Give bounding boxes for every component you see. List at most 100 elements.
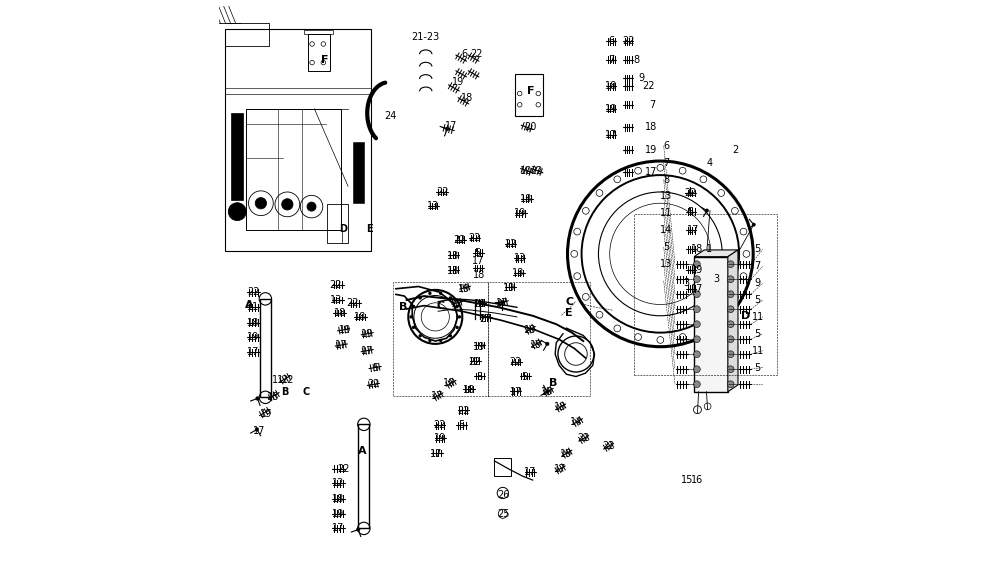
- Text: 5: 5: [687, 206, 693, 217]
- Circle shape: [412, 305, 415, 308]
- Bar: [231, 113, 243, 200]
- Text: 22: 22: [247, 287, 260, 297]
- Circle shape: [282, 199, 293, 210]
- Circle shape: [545, 342, 549, 346]
- Text: 22: 22: [281, 376, 294, 385]
- Text: 17: 17: [472, 255, 484, 266]
- Text: 18: 18: [447, 266, 459, 276]
- Text: 18: 18: [334, 308, 346, 318]
- Text: E: E: [565, 308, 572, 318]
- Text: 18: 18: [524, 325, 536, 335]
- Circle shape: [256, 396, 259, 400]
- Text: 19: 19: [503, 283, 515, 293]
- Text: 22: 22: [436, 187, 448, 197]
- Text: 17: 17: [510, 387, 522, 396]
- Text: 5: 5: [755, 244, 761, 254]
- Text: 11: 11: [660, 208, 672, 218]
- Text: 11: 11: [752, 346, 764, 356]
- Circle shape: [419, 334, 422, 337]
- Bar: [327, 204, 348, 243]
- Polygon shape: [694, 250, 738, 257]
- Bar: [515, 74, 543, 116]
- Text: 22: 22: [622, 36, 635, 46]
- Circle shape: [694, 291, 700, 298]
- Text: 18: 18: [354, 312, 367, 322]
- Text: 19: 19: [332, 509, 345, 519]
- Text: 19: 19: [339, 325, 351, 335]
- Text: 7: 7: [608, 55, 615, 65]
- Text: 17: 17: [431, 391, 443, 401]
- Text: 17: 17: [605, 130, 618, 140]
- Text: 19: 19: [443, 378, 455, 388]
- Circle shape: [689, 192, 692, 195]
- Circle shape: [752, 223, 755, 226]
- Circle shape: [727, 366, 734, 373]
- Text: 16: 16: [691, 475, 704, 485]
- Text: 11: 11: [272, 376, 284, 385]
- Text: 18: 18: [520, 193, 533, 204]
- Text: 13: 13: [660, 192, 672, 201]
- Text: 3: 3: [713, 274, 719, 284]
- Text: B: B: [399, 302, 407, 312]
- Circle shape: [255, 428, 259, 431]
- Circle shape: [727, 306, 734, 312]
- Circle shape: [727, 351, 734, 358]
- Text: 18: 18: [463, 385, 475, 395]
- Text: F: F: [321, 55, 328, 65]
- Text: 22: 22: [577, 433, 590, 443]
- Text: 22: 22: [504, 239, 516, 249]
- Text: 5: 5: [522, 372, 528, 381]
- Text: 19: 19: [605, 104, 618, 114]
- Text: A: A: [245, 299, 254, 310]
- Circle shape: [255, 197, 267, 209]
- Text: 17: 17: [687, 225, 699, 235]
- Circle shape: [694, 321, 700, 328]
- Text: 22: 22: [684, 188, 696, 198]
- Text: 22: 22: [337, 464, 350, 474]
- Text: 18: 18: [605, 81, 618, 91]
- Bar: [308, 34, 330, 71]
- Bar: [358, 424, 369, 528]
- Text: 18: 18: [554, 402, 566, 412]
- Text: 17: 17: [335, 340, 348, 350]
- Text: 11: 11: [752, 312, 764, 322]
- Text: 22: 22: [434, 421, 446, 430]
- Text: 22: 22: [602, 441, 614, 451]
- Text: 19: 19: [247, 332, 260, 342]
- Text: 6: 6: [663, 141, 669, 151]
- Circle shape: [458, 315, 461, 319]
- Circle shape: [412, 325, 415, 329]
- Circle shape: [694, 351, 700, 358]
- Text: 17: 17: [645, 168, 657, 177]
- Text: 5: 5: [476, 372, 482, 381]
- Text: B: B: [549, 378, 558, 388]
- Text: 22: 22: [642, 81, 655, 91]
- Text: E: E: [366, 223, 373, 233]
- Text: A: A: [358, 446, 366, 456]
- Text: 13: 13: [427, 201, 439, 211]
- Text: 22: 22: [329, 280, 342, 290]
- Text: 19: 19: [514, 208, 526, 218]
- Text: 7: 7: [663, 158, 669, 168]
- Bar: [494, 458, 511, 476]
- Text: 17: 17: [253, 426, 265, 436]
- Text: 19: 19: [560, 448, 573, 459]
- Text: 18: 18: [473, 270, 485, 280]
- Text: 27: 27: [479, 314, 492, 324]
- Circle shape: [356, 528, 360, 531]
- Text: 19: 19: [473, 342, 485, 352]
- Text: 18: 18: [512, 268, 525, 278]
- Text: 17: 17: [247, 347, 260, 358]
- Text: 2: 2: [732, 145, 738, 155]
- Circle shape: [727, 336, 734, 342]
- Circle shape: [439, 339, 442, 342]
- Circle shape: [727, 381, 734, 387]
- Text: 14: 14: [660, 225, 672, 235]
- Text: B: B: [281, 387, 288, 396]
- Text: 5: 5: [474, 248, 481, 258]
- Text: 17: 17: [524, 467, 536, 477]
- Text: C: C: [302, 387, 310, 396]
- Circle shape: [727, 291, 734, 298]
- Bar: [260, 299, 271, 397]
- Circle shape: [727, 261, 734, 267]
